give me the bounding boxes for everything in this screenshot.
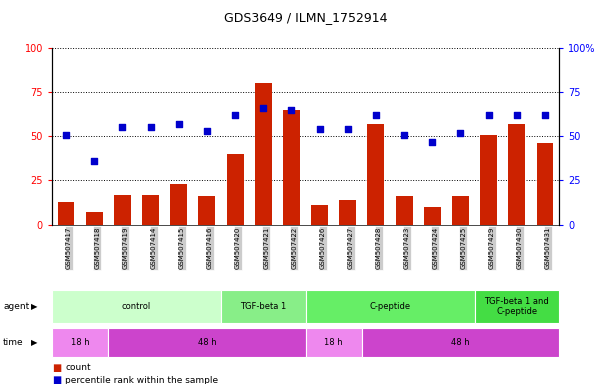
Bar <box>114 195 131 225</box>
Text: 48 h: 48 h <box>197 338 216 347</box>
Bar <box>283 110 300 225</box>
Text: 18 h: 18 h <box>324 338 343 347</box>
Point <box>61 131 71 137</box>
Text: GSM507428: GSM507428 <box>376 227 382 269</box>
Point <box>287 107 296 113</box>
Point <box>343 126 353 132</box>
Text: TGF-beta 1 and
C-peptide: TGF-beta 1 and C-peptide <box>485 296 549 316</box>
Text: GSM507426: GSM507426 <box>320 227 326 269</box>
Text: GSM507422: GSM507422 <box>291 227 298 269</box>
Text: GSM507424: GSM507424 <box>433 227 438 269</box>
Text: agent: agent <box>3 302 29 311</box>
Bar <box>396 196 412 225</box>
Text: TGF-beta 1: TGF-beta 1 <box>240 302 287 311</box>
Bar <box>367 124 384 225</box>
Point <box>484 112 494 118</box>
Point <box>117 124 127 131</box>
Bar <box>311 205 328 225</box>
Text: ■: ■ <box>52 363 61 373</box>
Text: ■: ■ <box>52 375 61 384</box>
Text: GSM507429: GSM507429 <box>489 227 495 269</box>
Point <box>371 112 381 118</box>
Text: GSM507425: GSM507425 <box>461 227 466 269</box>
Point <box>512 112 522 118</box>
Text: control: control <box>122 302 151 311</box>
Point <box>202 128 212 134</box>
Point <box>315 126 324 132</box>
Bar <box>142 195 159 225</box>
Text: 18 h: 18 h <box>71 338 89 347</box>
Text: GSM507415: GSM507415 <box>179 227 185 269</box>
Bar <box>339 200 356 225</box>
Text: GSM507430: GSM507430 <box>517 227 523 269</box>
Point <box>145 124 155 131</box>
Point <box>258 105 268 111</box>
Text: GSM507414: GSM507414 <box>150 227 156 269</box>
Text: ▶: ▶ <box>31 302 37 311</box>
Point <box>174 121 184 127</box>
Text: 48 h: 48 h <box>451 338 470 347</box>
Point <box>540 112 550 118</box>
Text: GSM507416: GSM507416 <box>207 227 213 269</box>
Bar <box>480 134 497 225</box>
Bar <box>452 196 469 225</box>
Bar <box>508 124 525 225</box>
Point <box>428 139 437 145</box>
Point <box>456 130 466 136</box>
Bar <box>199 196 215 225</box>
Bar <box>424 207 441 225</box>
Text: percentile rank within the sample: percentile rank within the sample <box>65 376 219 384</box>
Point <box>399 131 409 137</box>
Text: C-peptide: C-peptide <box>370 302 411 311</box>
Text: GSM507419: GSM507419 <box>122 227 128 269</box>
Text: GSM507420: GSM507420 <box>235 227 241 269</box>
Text: GSM507421: GSM507421 <box>263 227 269 269</box>
Bar <box>536 143 554 225</box>
Bar <box>57 202 75 225</box>
Text: GSM507431: GSM507431 <box>545 227 551 269</box>
Text: GSM507427: GSM507427 <box>348 227 354 269</box>
Bar <box>255 83 272 225</box>
Point <box>89 158 99 164</box>
Text: GSM507417: GSM507417 <box>66 227 72 269</box>
Text: count: count <box>65 363 91 372</box>
Bar <box>227 154 244 225</box>
Text: time: time <box>3 338 24 347</box>
Point <box>230 112 240 118</box>
Text: GDS3649 / ILMN_1752914: GDS3649 / ILMN_1752914 <box>224 12 387 25</box>
Text: ▶: ▶ <box>31 338 37 347</box>
Text: GSM507418: GSM507418 <box>94 227 100 269</box>
Text: GSM507423: GSM507423 <box>404 227 410 269</box>
Bar <box>86 212 103 225</box>
Bar <box>170 184 187 225</box>
